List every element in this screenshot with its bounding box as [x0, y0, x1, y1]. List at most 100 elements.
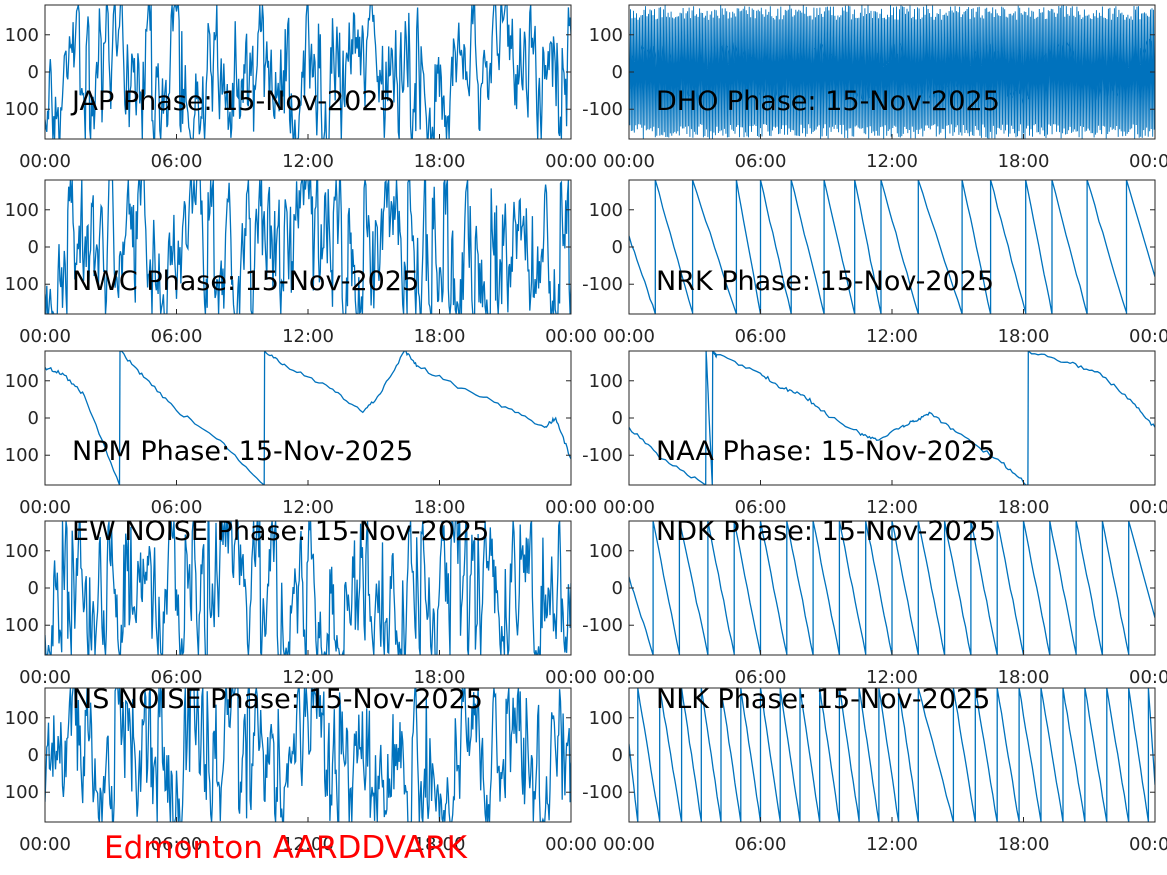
x-tick-label: 00:0 [1129, 151, 1167, 172]
x-tick-label: 12:00 [866, 497, 918, 518]
y-tick-label: 100 [5, 274, 39, 295]
subplot-6: 100 0 -100 00:00 06:00 12:00 18:00 00:0 NAA Phas… [582, 350, 1167, 518]
y-tick-label: 100 [589, 25, 623, 46]
x-tick-label: 18:00 [414, 667, 466, 688]
series-line [45, 351, 571, 485]
y-tick-label: 100 [5, 25, 39, 46]
x-tick-label: 18:00 [998, 834, 1050, 855]
x-tick-label: 00:00 [603, 151, 655, 172]
x-tick-label: 00:0 [1129, 834, 1167, 855]
y-tick-label: -100 [582, 99, 623, 120]
x-tick-label: 00:00 [19, 834, 71, 855]
subplot-5: 100 0 100 00:00 06:00 12:00 18:00 00:00 NPM Phas… [5, 350, 597, 518]
x-tick-label: 00:00 [19, 326, 71, 347]
panel-title: NDK Phase: 15-Nov-2025 [656, 516, 996, 547]
panel-title: NAA Phase: 15-Nov-2025 [656, 436, 995, 467]
panel-title: NWC Phase: 15-Nov-2025 [72, 266, 419, 297]
x-tick-label: 00:00 [603, 326, 655, 347]
y-tick-label: -100 [582, 615, 623, 636]
y-tick-label: 0 [28, 237, 39, 258]
x-tick-label: 18:00 [998, 667, 1050, 688]
panel-title: NRK Phase: 15-Nov-2025 [656, 266, 994, 297]
y-tick-label: 100 [5, 200, 39, 221]
x-tick-label: 00:00 [545, 834, 597, 855]
y-tick-label: 0 [612, 745, 623, 766]
y-tick-label: 0 [612, 62, 623, 83]
y-tick-label: 0 [28, 578, 39, 599]
x-tick-label: 12:00 [282, 326, 334, 347]
x-tick-label: 06:00 [735, 497, 787, 518]
series-line [629, 351, 1155, 485]
x-tick-label: 12:00 [866, 667, 918, 688]
x-tick-label: 00:0 [1129, 326, 1167, 347]
x-tick-label: 06:00 [151, 834, 203, 855]
y-tick-label: 100 [5, 445, 39, 466]
y-tick-label: 100 [589, 541, 623, 562]
y-tick-label: -100 [582, 445, 623, 466]
subplot-9: 100 0 100 00:00 06:00 12:00 18:00 00:00 NS NOISE… [5, 684, 597, 855]
panel-title: NPM Phase: 15-Nov-2025 [72, 436, 413, 467]
x-tick-label: 12:00 [866, 834, 918, 855]
x-tick-label: 12:00 [282, 667, 334, 688]
panel-title: NS NOISE Phase: 15-Nov-2025 [72, 684, 483, 715]
y-tick-label: 100 [5, 541, 39, 562]
x-tick-label: 00:00 [545, 667, 597, 688]
y-tick-label: 100 [5, 371, 39, 392]
x-tick-label: 06:00 [735, 834, 787, 855]
x-tick-label: 06:00 [151, 667, 203, 688]
series-line [45, 688, 571, 822]
panel-title: DHO Phase: 15-Nov-2025 [656, 86, 1000, 117]
x-tick-label: 00:00 [19, 497, 71, 518]
x-tick-label: 00:0 [1129, 497, 1167, 518]
y-tick-label: -100 [582, 274, 623, 295]
x-tick-label: 06:00 [151, 326, 203, 347]
x-tick-label: 06:00 [735, 151, 787, 172]
x-tick-label: 12:00 [866, 326, 918, 347]
subplot-3: 100 0 100 00:00 06:00 12:00 18:00 00:00 NWC Phas… [5, 179, 597, 347]
y-tick-label: 0 [612, 408, 623, 429]
x-tick-label: 18:00 [414, 497, 466, 518]
panel-title: EW NOISE Phase: 15-Nov-2025 [72, 516, 489, 547]
x-tick-label: 18:00 [998, 326, 1050, 347]
y-tick-label: 100 [5, 99, 39, 120]
x-tick-label: 00:00 [19, 667, 71, 688]
y-tick-label: 100 [589, 200, 623, 221]
y-tick-label: 100 [589, 708, 623, 729]
subplot-8: 100 0 -100 00:00 06:00 12:00 18:00 00:0 NDK Phas… [582, 516, 1167, 688]
panel-title: JAP Phase: 15-Nov-2025 [70, 86, 396, 117]
series-line [45, 521, 571, 655]
y-tick-label: 0 [612, 237, 623, 258]
x-tick-label: 06:00 [151, 151, 203, 172]
y-tick-label: 0 [28, 408, 39, 429]
y-tick-label: 0 [612, 578, 623, 599]
x-tick-label: 18:00 [414, 834, 466, 855]
y-tick-label: 0 [28, 745, 39, 766]
x-tick-label: 00:00 [545, 497, 597, 518]
subplot-4: 100 0 -100 00:00 06:00 12:00 18:00 00:0 NRK Phas… [582, 179, 1167, 347]
x-tick-label: 00:00 [19, 151, 71, 172]
series-line [45, 5, 571, 139]
x-tick-label: 00:00 [603, 497, 655, 518]
subplot-7: 100 0 100 00:00 06:00 12:00 18:00 00:00 EW NOISE… [5, 516, 597, 688]
y-tick-label: 0 [28, 62, 39, 83]
x-tick-label: 00:00 [545, 151, 597, 172]
x-tick-label: 00:0 [1129, 667, 1167, 688]
x-tick-label: 12:00 [866, 151, 918, 172]
y-tick-label: 100 [5, 708, 39, 729]
y-tick-label: 100 [589, 371, 623, 392]
station-label: Edmonton AARDDVARK [104, 830, 468, 866]
x-tick-label: 00:00 [545, 326, 597, 347]
x-tick-label: 06:00 [735, 326, 787, 347]
subplot-1: 100 0 100 00:00 06:00 12:00 18:00 00:00 JAP Phas… [5, 4, 597, 172]
x-tick-label: 00:00 [603, 667, 655, 688]
series-line [45, 180, 571, 314]
y-tick-label: 100 [5, 615, 39, 636]
x-tick-label: 18:00 [998, 151, 1050, 172]
x-tick-label: 06:00 [735, 667, 787, 688]
x-tick-label: 12:00 [282, 497, 334, 518]
series-line [629, 688, 1155, 822]
x-tick-label: 06:00 [151, 497, 203, 518]
subplot-2: 100 0 -100 00:00 06:00 12:00 18:00 00:0 DHO Phas… [582, 4, 1167, 172]
x-tick-label: 18:00 [414, 326, 466, 347]
x-tick-label: 00:00 [603, 834, 655, 855]
